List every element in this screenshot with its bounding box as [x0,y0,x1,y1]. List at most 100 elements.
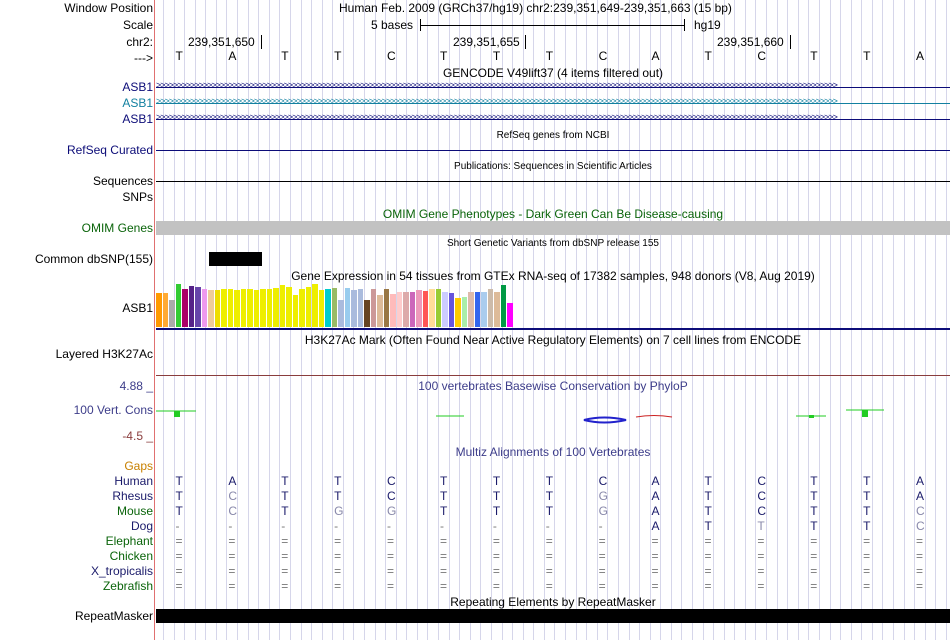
multiz-species-label[interactable]: Rhesus [112,489,153,503]
multiz-species-label[interactable]: Human [114,474,153,488]
gtex-tissue-bar[interactable] [494,292,500,327]
position-label-3: 239,351,660 [717,35,784,49]
gtex-tissue-bar[interactable] [338,300,344,327]
gtex-tissue-bar[interactable] [208,290,214,327]
gtex-tissue-bar[interactable] [286,287,292,327]
dbsnp-variant[interactable] [209,252,262,266]
gencode-label-2[interactable]: ASB1 [122,96,153,110]
gtex-tissue-bar[interactable] [279,285,285,327]
gtex-tissue-bar[interactable] [455,298,461,327]
pubs-label[interactable]: Sequences [92,174,153,188]
gtex-tissue-bar[interactable] [299,289,305,327]
snps-label[interactable]: SNPs [122,190,153,204]
pubs-line[interactable] [156,181,950,182]
gtex-tissue-bar[interactable] [396,292,402,327]
multiz-base: = [757,564,765,578]
gtex-tissue-bar[interactable] [422,291,428,327]
omim-label[interactable]: OMIM Genes [81,221,153,235]
gtex-tissue-bar[interactable] [240,289,246,327]
gtex-tissue-bar[interactable] [500,285,506,327]
multiz-species-label[interactable]: Zebrafish [102,579,153,593]
gtex-tissue-bar[interactable] [403,292,409,327]
gencode-gene-line[interactable] [156,87,950,88]
multiz-base: G [598,489,608,503]
gtex-tissue-bar[interactable] [305,287,311,327]
phylop-label[interactable]: 100 Vert. Cons [73,403,153,417]
gtex-tissue-bar[interactable] [169,300,175,327]
gtex-tissue-bar[interactable] [234,290,240,327]
gtex-tissue-bar[interactable] [487,289,493,327]
gtex-tissue-bar[interactable] [429,289,435,327]
gencode-gene-line[interactable] [156,103,950,104]
gtex-tissue-bar[interactable] [325,289,331,327]
gtex-tissue-bar[interactable] [468,292,474,327]
gtex-tissue-bar[interactable] [162,293,168,327]
multiz-base: - [387,519,392,533]
gencode-gene-line[interactable] [156,119,950,120]
gtex-tissue-bar[interactable] [461,297,467,327]
gtex-tissue-bar[interactable] [364,300,370,327]
gencode-label-3[interactable]: ASB1 [122,112,153,126]
h3k27ac-label[interactable]: Layered H3K27Ac [55,347,153,361]
gtex-tissue-bar[interactable] [156,293,162,327]
gtex-tissue-bar[interactable] [312,284,318,327]
gtex-tissue-bar[interactable] [266,289,272,327]
multiz-base: G [334,504,344,518]
refseq-gene-line[interactable] [156,150,950,151]
gtex-tissue-bar[interactable] [260,289,266,327]
window-position-label[interactable]: Window Position [64,1,153,15]
gaps-label[interactable]: Gaps [124,459,153,473]
gtex-tissue-bar[interactable] [201,289,207,327]
gtex-tissue-bar[interactable] [448,293,454,327]
refseq-label[interactable]: RefSeq Curated [66,143,153,157]
multiz-base: - [598,519,603,533]
multiz-base: = [439,564,447,578]
gtex-tissue-bar[interactable] [344,288,350,327]
gencode-label-1[interactable]: ASB1 [122,80,153,94]
multiz-species-label[interactable]: Elephant [105,534,153,548]
gtex-tissue-bar[interactable] [370,289,376,327]
gtex-tissue-bar[interactable] [273,288,279,327]
phylop-plot[interactable] [156,395,950,435]
multiz-base: A [228,474,237,488]
gtex-tissue-bar[interactable] [351,290,357,327]
gtex-tissue-bar[interactable] [175,284,181,327]
gtex-tissue-bar[interactable] [357,289,363,327]
gtex-tissue-bar[interactable] [390,294,396,327]
multiz-species-label[interactable]: Chicken [109,549,153,563]
gtex-tissue-bar[interactable] [442,292,448,327]
gtex-tissue-bar[interactable] [292,295,298,327]
gtex-tissue-bar[interactable] [409,292,415,327]
gtex-tissue-bar[interactable] [247,289,253,327]
omim-feature[interactable] [156,221,950,235]
gtex-tissue-bar[interactable] [214,290,220,327]
base-letter: T [281,49,289,63]
multiz-species-label[interactable]: Mouse [116,504,153,518]
gtex-tissue-bar[interactable] [474,292,480,327]
gtex-tissue-bar[interactable] [182,289,188,327]
gtex-tissue-bar[interactable] [435,289,441,327]
gtex-tissue-bar[interactable] [318,290,324,327]
multiz-base: G [387,504,397,518]
scale-label[interactable]: Scale [122,18,153,32]
gtex-tissue-bar[interactable] [331,288,337,327]
gtex-tissue-bar[interactable] [416,290,422,327]
gtex-tissue-bar[interactable] [195,287,201,327]
gtex-tissue-bar[interactable] [253,290,259,327]
base-letter: A [916,49,925,63]
gtex-tissue-bar[interactable] [383,289,389,327]
rmsk-feature[interactable] [156,609,950,623]
gtex-tissue-bar[interactable] [507,303,513,327]
gtex-tissue-bar[interactable] [188,286,194,327]
dbsnp-label[interactable]: Common dbSNP(155) [34,252,153,266]
rmsk-label[interactable]: RepeatMasker [74,609,153,623]
gtex-tissue-bar[interactable] [481,292,487,327]
multiz-base: = [651,549,659,563]
multiz-species-label[interactable]: X_tropicalis [90,564,153,578]
gtex-tissue-bar[interactable] [221,289,227,327]
gtex-label[interactable]: ASB1 [122,301,153,315]
multiz-base: = [281,564,289,578]
gtex-tissue-bar[interactable] [377,295,383,327]
multiz-species-label[interactable]: Dog [130,519,153,533]
gtex-tissue-bar[interactable] [227,289,233,327]
